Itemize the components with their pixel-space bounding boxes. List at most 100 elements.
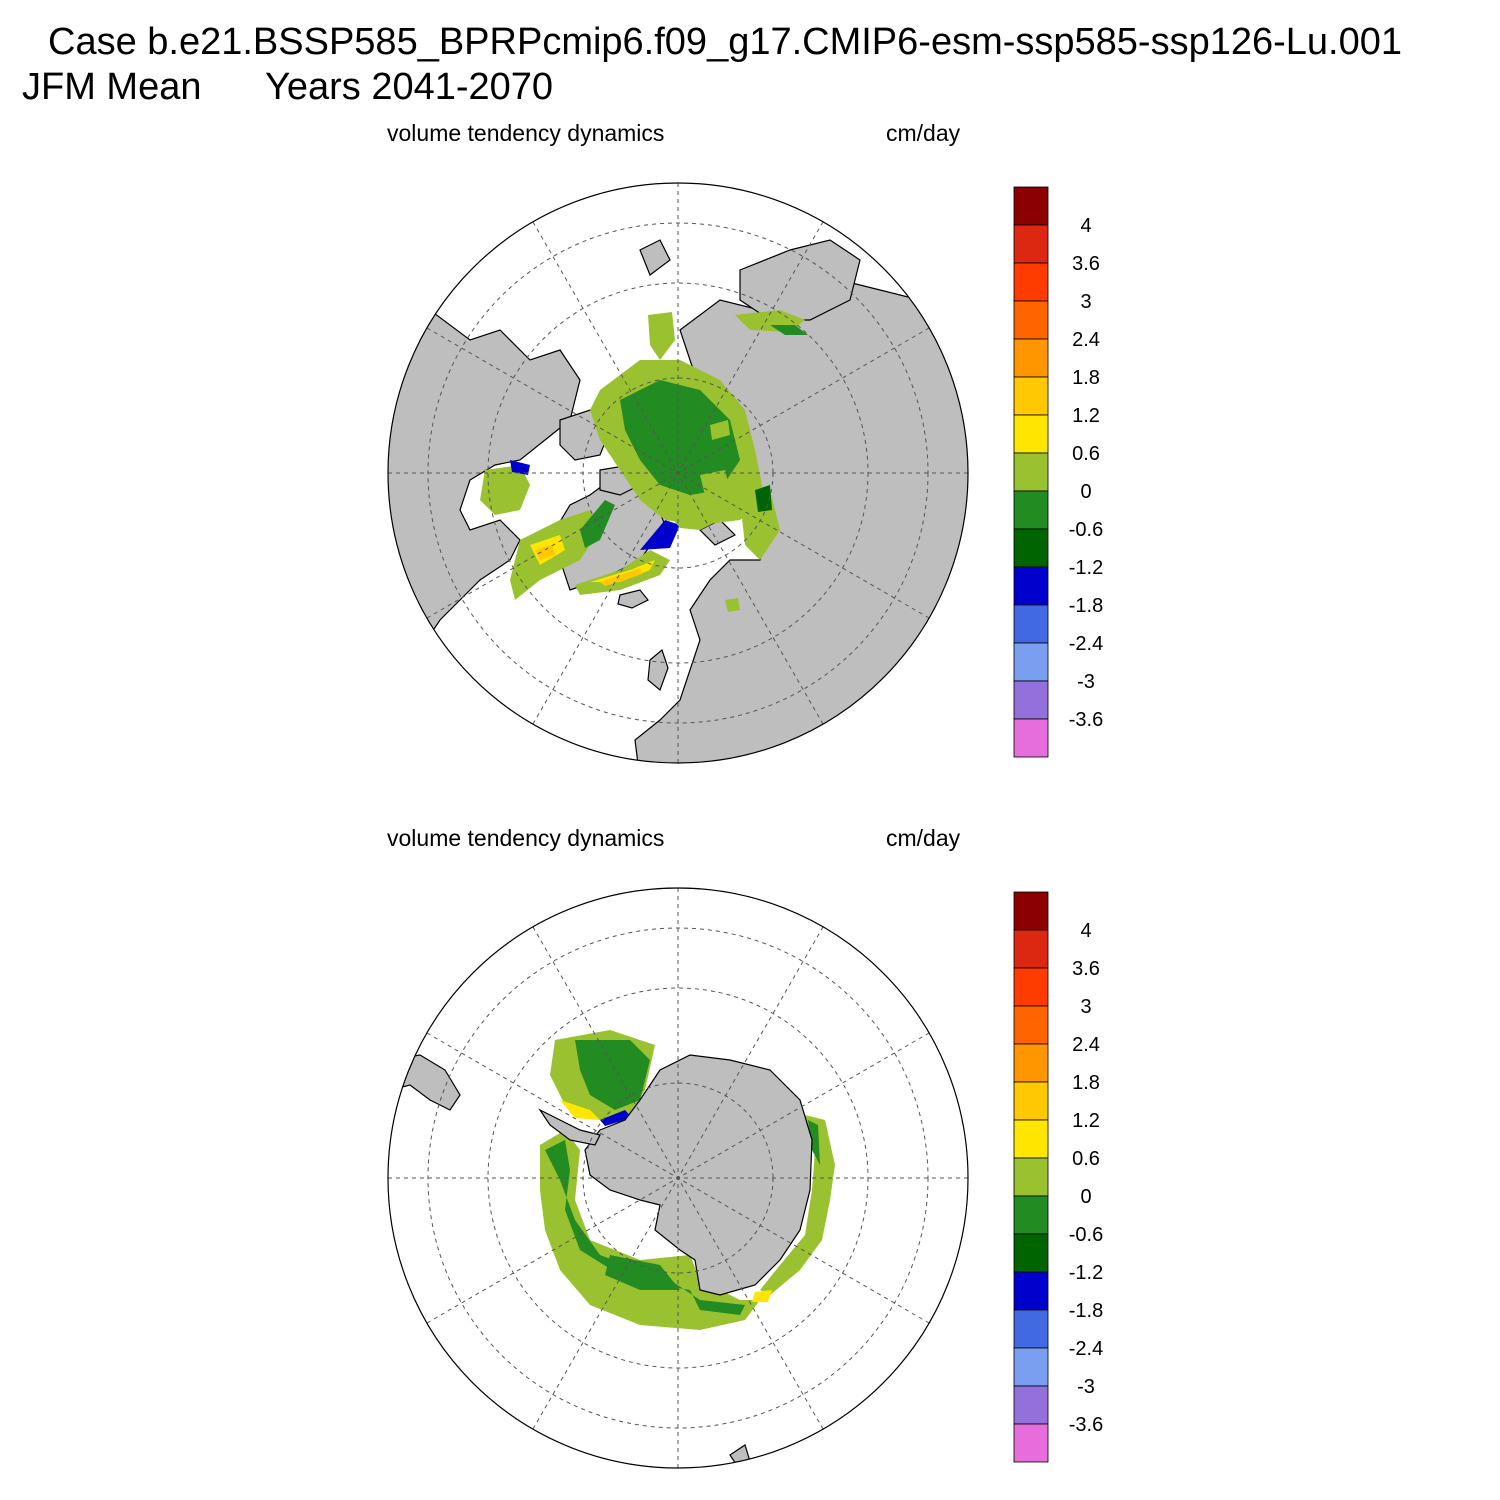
south-colorbar-tick-label: -1.8 <box>1069 1300 1103 1322</box>
north-colorbar-box <box>1013 528 1049 568</box>
north-colorbar-box <box>1013 452 1049 492</box>
north-colorbar: 4 3.6 3 2.4 1.8 1.2 0.6 0 -0.6 -1.2 -1.8 -2.4 -3 -3.6 <box>1013 186 1103 758</box>
figure-title-season: JFM Mean <box>22 66 202 108</box>
north-colorbar-box <box>1013 262 1049 302</box>
south-colorbar-box <box>1013 1309 1049 1349</box>
south-field-label: volume tendency dynamics <box>387 825 665 851</box>
east-antarctic-field <box>760 1115 835 1295</box>
south-colorbar-tick-label: 3.6 <box>1072 958 1100 980</box>
south-colorbar-box <box>1013 1119 1049 1159</box>
north-polar-map <box>387 182 969 764</box>
south-colorbar-tick-label: 3 <box>1080 996 1091 1018</box>
south-colorbar-tick-label: 4 <box>1080 920 1091 942</box>
south-colorbar-box <box>1013 967 1049 1007</box>
north-colorbar-tick-label: 0 <box>1080 481 1091 503</box>
hudson-bay-field <box>480 465 530 515</box>
south-field-outer-ring <box>540 1130 760 1330</box>
chukotka-land <box>639 239 671 276</box>
north-colorbar-tick-label: 4 <box>1080 215 1091 237</box>
south-colorbar-tick-label: 0 <box>1080 1186 1091 1208</box>
north-colorbar-tick-label: -0.6 <box>1069 519 1103 541</box>
south-colorbar: 4 3.6 3 2.4 1.8 1.2 0.6 0 -0.6 -1.2 -1.8 -2.4 -3 -3.6 <box>1013 891 1103 1463</box>
south-colorbar-box <box>1013 1233 1049 1273</box>
north-colorbar-tick-label: 2.4 <box>1072 329 1100 351</box>
north-graticule <box>388 183 968 763</box>
north-colorbar-box <box>1013 414 1049 454</box>
south-polar-map <box>387 887 969 1469</box>
south-colorbar-tick-label: 1.8 <box>1072 1072 1100 1094</box>
north-colorbar-tick-label: -3.6 <box>1069 709 1103 731</box>
north-colorbar-box <box>1013 718 1049 758</box>
south-units-label: cm/day <box>886 825 961 851</box>
north-colorbar-tick-label: 0.6 <box>1072 443 1100 465</box>
okhotsk-field-dark <box>770 325 808 335</box>
baltic-field <box>725 598 740 612</box>
british-isles-land <box>647 648 669 692</box>
east-antarctic-dark <box>808 1120 820 1165</box>
barents-field <box>665 505 720 530</box>
chukotka-peninsula-land <box>739 239 861 321</box>
south-colorbar-tick-label: -0.6 <box>1069 1224 1103 1246</box>
baffin-bay-field <box>580 500 615 548</box>
south-colorbar-box <box>1013 1043 1049 1083</box>
hudson-bay-blue-edge <box>510 460 530 475</box>
south-colorbar-box <box>1013 1423 1049 1463</box>
north-colorbar-box <box>1013 642 1049 682</box>
weddell-sea-dark <box>575 1040 650 1110</box>
east-antarctic-yellow <box>752 1290 772 1302</box>
north-colorbar-box <box>1013 566 1049 606</box>
north-units-label: cm/day <box>886 120 961 146</box>
north-colorbar-box <box>1013 186 1049 226</box>
south-colorbar-box <box>1013 1157 1049 1197</box>
south-colorbar-tick-label: 2.4 <box>1072 1034 1100 1056</box>
south-colorbar-box <box>1013 1347 1049 1387</box>
denmark-strait-orange <box>600 568 642 586</box>
bering-strait-field <box>648 312 675 360</box>
weddell-yellow-edge <box>560 1100 600 1120</box>
north-field-label: volume tendency dynamics <box>387 120 665 146</box>
north-field-light-patch-2 <box>700 470 730 495</box>
weddell-blue-edge <box>600 1110 632 1126</box>
north-colorbar-tick-label: -3 <box>1077 671 1095 693</box>
south-colorbar-box <box>1013 891 1049 931</box>
north-colorbar-tick-label: 3.6 <box>1072 253 1100 275</box>
north-america-land <box>388 299 581 651</box>
south-colorbar-tick-label: 0.6 <box>1072 1148 1100 1170</box>
south-colorbar-box <box>1013 929 1049 969</box>
south-colorbar-tick-label: -3 <box>1077 1376 1095 1398</box>
north-map-border <box>387 182 969 764</box>
north-colorbar-tick-label: -1.2 <box>1069 557 1103 579</box>
ross-sea-dark-patch <box>605 1255 680 1290</box>
labrador-orange-patch <box>535 545 555 560</box>
fram-strait-blue <box>640 520 680 550</box>
north-field-light-patch <box>710 420 730 440</box>
south-colorbar-tick-label: 1.2 <box>1072 1110 1100 1132</box>
figure-title-years: Years 2041-2070 <box>265 66 554 108</box>
south-colorbar-tick-label: -2.4 <box>1069 1338 1103 1360</box>
south-colorbar-box <box>1013 1195 1049 1235</box>
north-colorbar-tick-label: 1.8 <box>1072 367 1100 389</box>
south-colorbar-box <box>1013 1005 1049 1045</box>
south-colorbar-tick-label: -3.6 <box>1069 1414 1103 1436</box>
north-colorbar-tick-label: -2.4 <box>1069 633 1103 655</box>
north-colorbar-box <box>1013 338 1049 378</box>
north-colorbar-tick-label: -1.8 <box>1069 595 1103 617</box>
south-sea-ice-field <box>540 1030 835 1330</box>
iceland-land <box>617 589 649 609</box>
antarctic-peninsula-land <box>538 1108 601 1146</box>
south-colorbar-box <box>1013 1385 1049 1425</box>
north-colorbar-tick-label: 1.2 <box>1072 405 1100 427</box>
north-colorbar-box <box>1013 680 1049 720</box>
south-colorbar-box <box>1013 1081 1049 1121</box>
north-colorbar-box <box>1013 300 1049 340</box>
north-colorbar-box <box>1013 604 1049 644</box>
figure-title-case: Case b.e21.BSSP585_BPRPcmip6.f09_g17.CMI… <box>48 21 1402 63</box>
south-graticule <box>388 888 968 1468</box>
south-map-border <box>387 887 969 1469</box>
north-colorbar-box <box>1013 224 1049 264</box>
south-colorbar-box <box>1013 1271 1049 1311</box>
north-colorbar-tick-label: 3 <box>1080 291 1091 313</box>
north-field-dark-green-core <box>620 380 740 495</box>
north-colorbar-box <box>1013 376 1049 416</box>
